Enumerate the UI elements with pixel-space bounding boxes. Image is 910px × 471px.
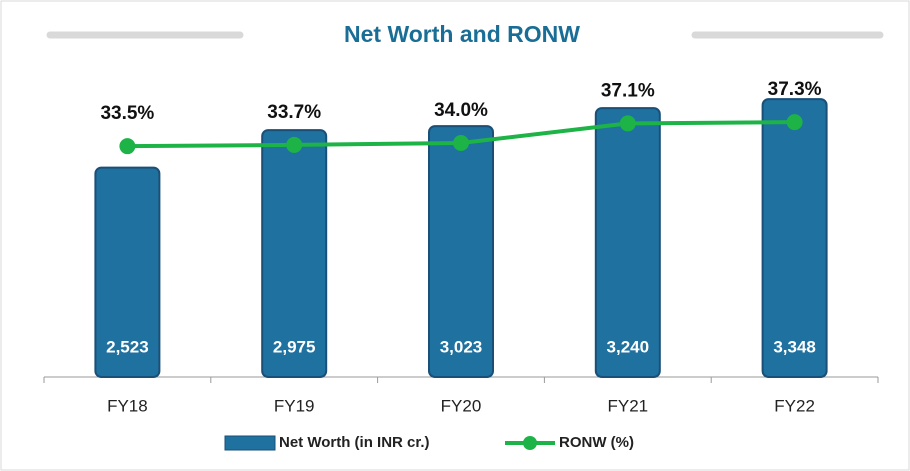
line-point	[286, 136, 303, 153]
x-tick-label: FY21	[607, 396, 648, 415]
line-value-label: 33.5%	[100, 103, 154, 124]
legend-swatch	[224, 435, 276, 451]
line-point	[619, 115, 636, 132]
x-tick-label: FY19	[274, 396, 315, 415]
chart-title: Net Worth and RONW	[344, 21, 580, 47]
bar-value-label: 2,975	[273, 337, 316, 356]
line-value-label: 33.7%	[267, 102, 321, 123]
x-tick-label: FY20	[441, 396, 482, 415]
bar-value-label: 2,523	[106, 337, 149, 356]
x-tick-label: FY18	[107, 396, 148, 415]
bar	[94, 166, 161, 378]
x-tick-label: FY22	[774, 396, 815, 415]
line-point	[119, 138, 136, 155]
line-point	[786, 114, 803, 131]
legend-swatch	[523, 436, 537, 450]
bar	[428, 125, 494, 378]
bar-value-label: 3,348	[773, 337, 816, 356]
bar	[761, 98, 828, 378]
bar	[261, 129, 328, 378]
line-value-label: 37.1%	[601, 80, 655, 101]
bar	[594, 107, 661, 379]
line-point	[453, 135, 469, 152]
bar-value-label: 3,240	[607, 337, 650, 356]
legend-label: RONW (%)	[559, 434, 634, 451]
line-value-label: 34.0%	[434, 100, 488, 121]
bar-value-label: 3,023	[440, 337, 483, 356]
legend-label: Net Worth (in INR cr.)	[279, 434, 430, 451]
line-value-label: 37.3%	[768, 79, 822, 100]
